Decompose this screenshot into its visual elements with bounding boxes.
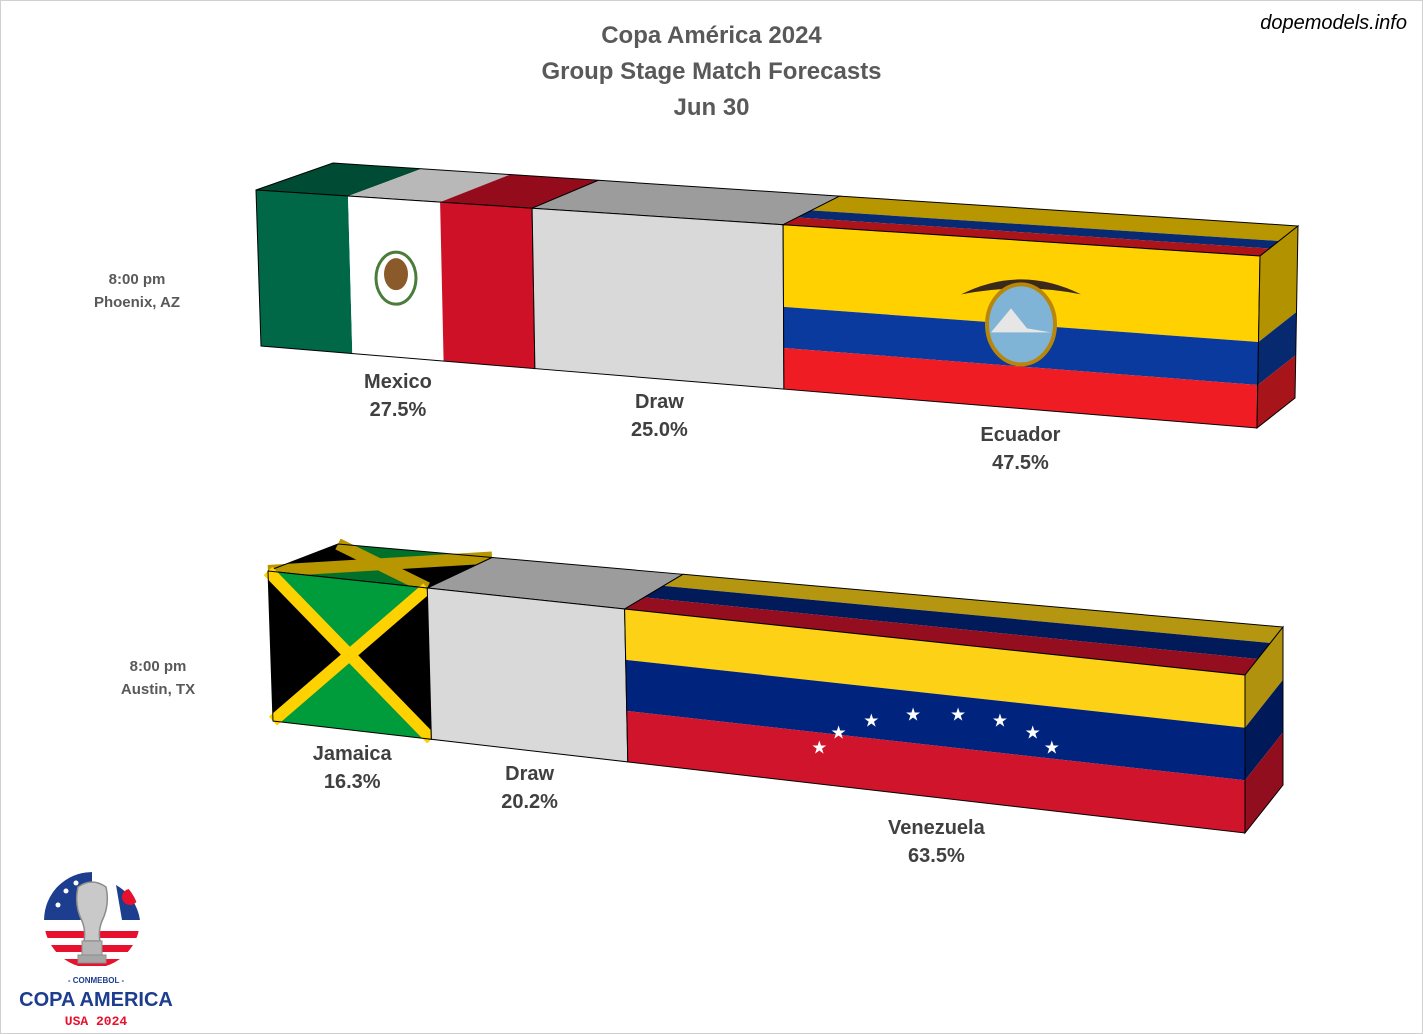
chart-title: Copa América 2024 — [601, 22, 822, 49]
bar-segment-venezuela: ★★★ ★ ★ ★★★ — [623, 573, 1284, 835]
top-face-venezuela-stripe-2 — [624, 597, 1258, 675]
match-2-bar: ★★★ ★ ★ ★★★ — [263, 538, 1284, 835]
front-face-venezuela-star-icon: ★ — [992, 711, 1008, 732]
logo-edition: USA 2024 — [65, 1014, 128, 1029]
match-1-time: 8:00 pm — [108, 271, 166, 288]
top-face-mexico-stripe-2 — [440, 174, 599, 209]
side-face-ecuador-yellow — [1258, 226, 1298, 342]
front-face-draw-fill — [532, 208, 784, 390]
top-face-ecuador-yellow — [811, 196, 1298, 241]
match-2-time: 8:00 pm — [129, 658, 187, 675]
front-face-venezuela-star-icon: ★ — [830, 722, 846, 743]
label-mexico-value: 27.5% — [370, 399, 427, 421]
front-face-venezuela-star-icon: ★ — [905, 705, 921, 726]
logo-name: COPA AMERICA — [19, 989, 173, 1011]
front-face-jamaica-saltire-b — [269, 583, 432, 726]
label-venezuela-value: 63.5% — [908, 845, 965, 867]
top-face-draw-fill — [427, 557, 683, 609]
chart-subtitle: Group Stage Match Forecasts — [541, 58, 882, 85]
chart-date: Jun 30 — [673, 94, 750, 121]
top-face-venezuela-stripe-0 — [663, 574, 1283, 643]
top-face-venezuela-stripe-1 — [644, 585, 1271, 659]
top-face-ecuador-red — [783, 217, 1270, 256]
side-face-ecuador-blue — [1257, 312, 1297, 385]
label-draw-value: 20.2% — [501, 791, 558, 813]
bar-segment-draw — [425, 556, 685, 763]
front-face-venezuela-stripe-2 — [626, 710, 1245, 833]
match-1-venue: Phoenix, AZ — [93, 294, 181, 311]
label-ecuador-name: Ecuador — [980, 424, 1060, 446]
label-jamaica-value: 16.3% — [324, 771, 381, 793]
label-mexico-name: Mexico — [364, 371, 432, 393]
side-face-venezuela-stripe-0 — [1245, 627, 1283, 728]
top-face-mexico-stripe-0 — [256, 163, 422, 197]
front-face-mexico-eagle-icon — [384, 258, 408, 291]
front-face-jamaica-black-right — [349, 588, 432, 740]
bar-segment-jamaica — [263, 538, 494, 744]
label-jamaica-name: Jamaica — [313, 743, 393, 765]
front-face-mexico-stripe-2 — [440, 202, 535, 369]
front-face-venezuela-star-icon: ★ — [1025, 722, 1041, 743]
side-face-ecuador-red — [1257, 355, 1296, 428]
match-2-venue: Austin, TX — [120, 681, 196, 698]
label-draw-value: 25.0% — [631, 419, 688, 441]
top-face-jamaica-saltire-b — [267, 551, 493, 577]
top-face-ecuador-blue — [797, 210, 1279, 249]
front-face-venezuela-star-icon: ★ — [811, 738, 827, 759]
front-face-ecuador-red — [783, 348, 1258, 428]
bar-segment-draw — [531, 179, 842, 390]
bar-segment-ecuador — [781, 195, 1300, 430]
front-face-draw-fill — [427, 588, 628, 762]
front-face-mexico-wreath — [374, 250, 418, 306]
front-face-venezuela-star-icon: ★ — [863, 711, 879, 732]
top-face-mexico-stripe-1 — [348, 168, 510, 203]
logo-org: - CONMEBOL - — [68, 976, 125, 985]
bar-segment-mexico — [255, 162, 599, 370]
front-face-jamaica-black-left — [268, 571, 350, 721]
side-face-venezuela-stripe-2 — [1245, 732, 1283, 833]
front-face-mexico-stripe-0 — [256, 190, 353, 354]
label-venezuela-name: Venezuela — [888, 817, 986, 839]
side-face-outline-venezuela — [1244, 625, 1284, 835]
front-face-ecuador-mountain — [991, 308, 1051, 333]
label-draw-name: Draw — [635, 391, 684, 413]
front-face-venezuela-stripe-1 — [625, 659, 1245, 781]
copa-america-logo: - CONMEBOL - COPA AMERICA USA 2024 — [19, 872, 173, 1029]
front-face-venezuela-star-icon: ★ — [1044, 738, 1060, 759]
front-face-venezuela-star-icon: ★ — [950, 705, 966, 726]
side-face-venezuela-stripe-1 — [1245, 679, 1283, 781]
label-ecuador-value: 47.5% — [992, 452, 1049, 474]
front-face-venezuela-stripe-0 — [624, 609, 1245, 728]
label-draw-name: Draw — [505, 763, 554, 785]
side-face-outline-ecuador — [1256, 224, 1299, 430]
match-1-bar — [255, 162, 1300, 430]
source-credit: dopemodels.info — [1260, 12, 1407, 34]
